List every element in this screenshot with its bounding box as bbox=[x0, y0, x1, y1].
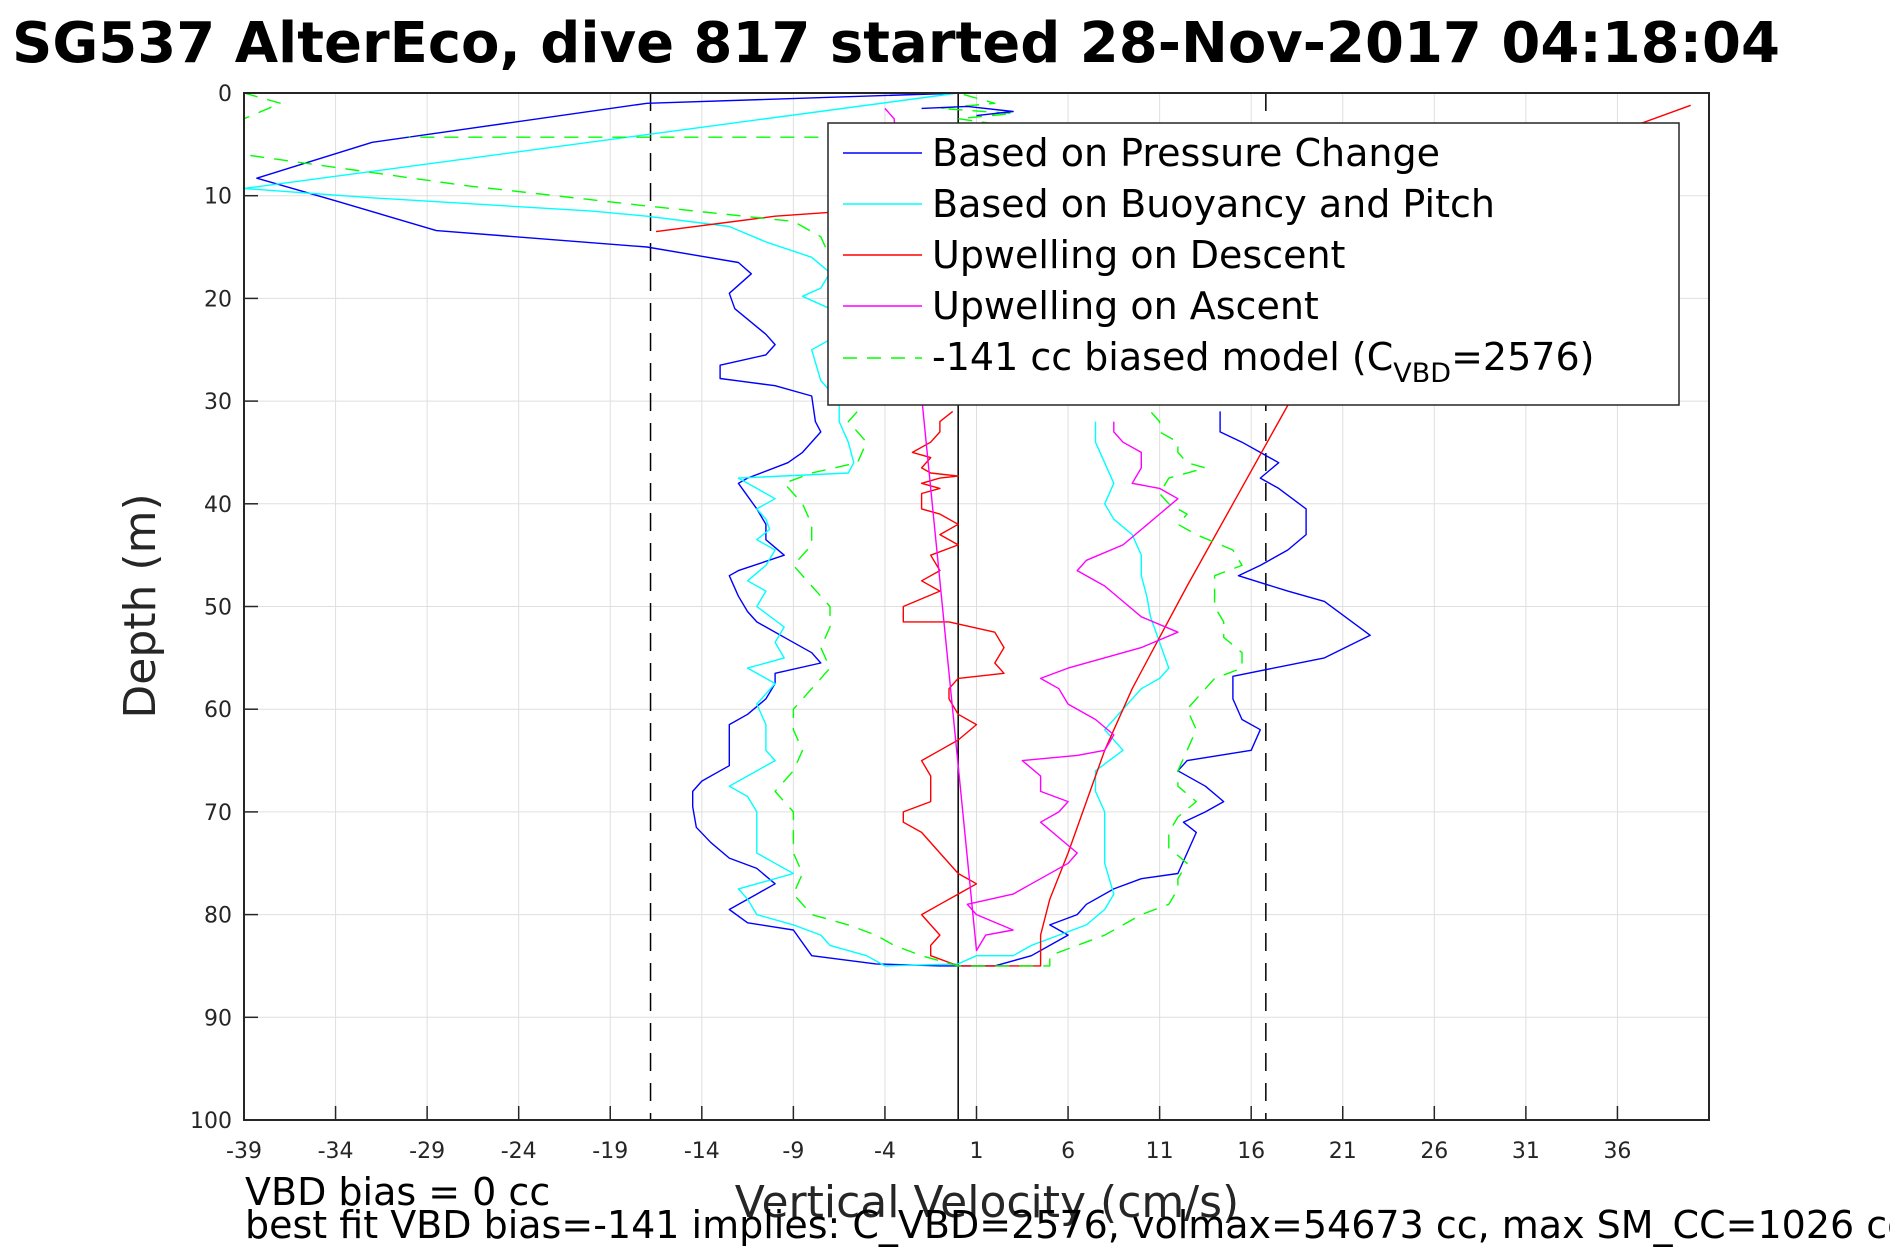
series-line bbox=[902, 104, 1691, 967]
y-tick-label: 20 bbox=[204, 287, 232, 312]
y-tick-label: 100 bbox=[190, 1109, 232, 1134]
x-axis-label: Vertical Velocity (cm/s) bbox=[735, 1177, 1239, 1228]
y-tick-label: 10 bbox=[204, 185, 232, 210]
x-tick-label: 6 bbox=[1061, 1139, 1075, 1164]
x-tick-label: 26 bbox=[1420, 1139, 1448, 1164]
x-tick-label: -24 bbox=[501, 1139, 537, 1164]
x-tick-label: -39 bbox=[226, 1139, 262, 1164]
y-ticks: 0 10 20 30 40 50 60 70 80 90 100 bbox=[190, 82, 258, 1134]
x-tick-label: -4 bbox=[874, 1139, 896, 1164]
x-ticks: -39 -34 -29 -24 -19 -14 -9 -4 1 6 11 16 21 26 31 36 bbox=[226, 1106, 1631, 1164]
legend: Based on Pressure Change Based on Buoyan… bbox=[827, 122, 1680, 406]
legend-box bbox=[827, 122, 1680, 406]
legend-label-buoyancy: Based on Buoyancy and Pitch bbox=[932, 182, 1495, 226]
y-tick-label: 70 bbox=[204, 801, 232, 826]
y-tick-label: 0 bbox=[218, 82, 232, 107]
series-line bbox=[243, 92, 1243, 967]
x-tick-label: -14 bbox=[684, 1139, 720, 1164]
x-tick-label: 21 bbox=[1329, 1139, 1357, 1164]
x-tick-label: 11 bbox=[1146, 1139, 1174, 1164]
x-tick-label: 16 bbox=[1237, 1139, 1265, 1164]
x-tick-label: -34 bbox=[318, 1139, 354, 1164]
y-tick-label: 80 bbox=[204, 904, 232, 929]
x-tick-label: -9 bbox=[782, 1139, 804, 1164]
legend-model-subscript: VBD bbox=[1393, 358, 1451, 389]
series-line bbox=[921, 105, 1014, 117]
series-line bbox=[243, 92, 1170, 967]
x-tick-label: -19 bbox=[592, 1139, 628, 1164]
y-axis-label: Depth (m) bbox=[115, 493, 166, 718]
legend-model-suffix: =2576) bbox=[1451, 335, 1594, 379]
legend-model-prefix: -141 cc biased model (C bbox=[932, 335, 1393, 379]
series-line bbox=[256, 92, 1371, 967]
footer-best-fit: best fit VBD bias=-141 implies: C_VBD=25… bbox=[245, 1203, 1890, 1247]
series-line bbox=[884, 107, 1179, 952]
legend-label-descent: Upwelling on Descent bbox=[932, 233, 1345, 277]
series-line bbox=[655, 210, 849, 233]
x-tick-label: 31 bbox=[1512, 1139, 1540, 1164]
series-line bbox=[244, 92, 1033, 138]
x-tick-label: -29 bbox=[409, 1139, 445, 1164]
y-tick-label: 50 bbox=[204, 596, 232, 621]
y-tick-label: 30 bbox=[204, 390, 232, 415]
legend-label-model: -141 cc biased model (CVBD=2576) bbox=[932, 335, 1594, 389]
y-tick-label: 60 bbox=[204, 698, 232, 723]
legend-label-pressure: Based on Pressure Change bbox=[932, 131, 1440, 175]
footer-vbd-bias: VBD bias = 0 cc bbox=[245, 1170, 550, 1214]
x-tick-label: 1 bbox=[970, 1139, 984, 1164]
x-tick-label: 36 bbox=[1603, 1139, 1631, 1164]
y-tick-label: 40 bbox=[204, 493, 232, 518]
y-tick-label: 90 bbox=[204, 1006, 232, 1031]
chart-title: SG537 AlterEco, dive 817 started 28-Nov-… bbox=[12, 11, 1780, 76]
legend-label-ascent: Upwelling on Ascent bbox=[932, 284, 1319, 328]
